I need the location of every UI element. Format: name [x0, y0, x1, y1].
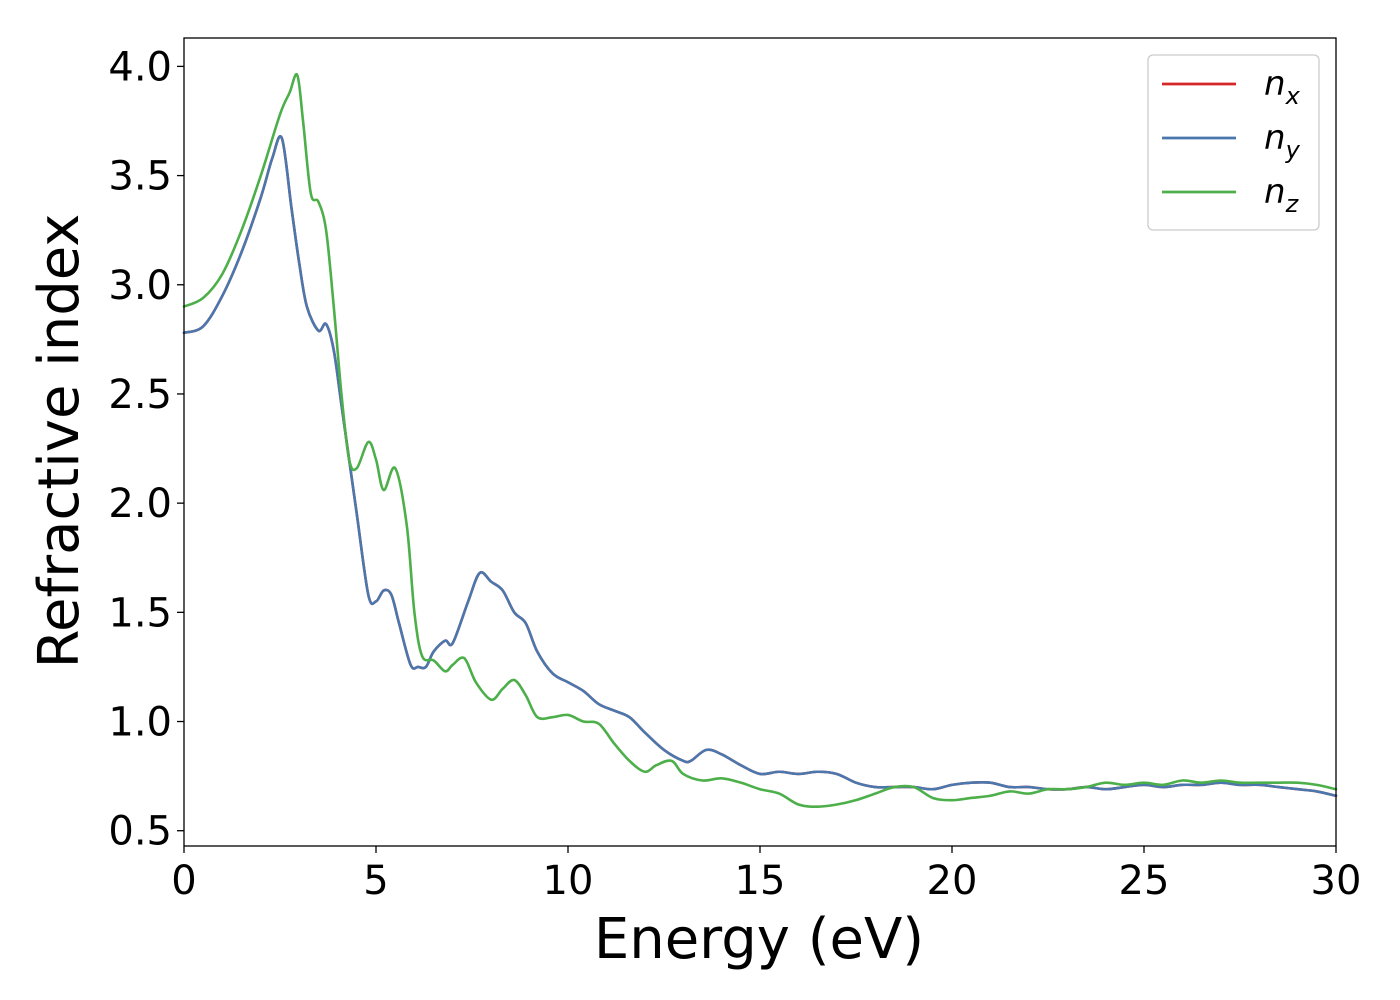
y-tick-label: 1.0 — [108, 700, 172, 746]
y-axis-title: Refractive index — [27, 214, 92, 669]
y-axis: 0.5 1.0 1.5 2.0 2.5 3.0 3.5 4.0 — [108, 44, 184, 855]
x-tick-label: 20 — [927, 858, 978, 904]
plot-area — [182, 37, 1338, 847]
y-tick-label: 3.5 — [108, 154, 172, 200]
x-tick-label: 30 — [1311, 858, 1362, 904]
x-tick-label: 25 — [1119, 858, 1170, 904]
y-tick-label: 2.0 — [108, 481, 172, 527]
x-tick-label: 0 — [171, 858, 196, 904]
y-tick-label: 0.5 — [108, 809, 172, 855]
legend-label-ny: ny — [1264, 118, 1301, 164]
legend-label-nx: nx — [1264, 64, 1301, 110]
legend-box — [1147, 54, 1320, 231]
series-line-nz — [182, 72, 1338, 808]
x-tick-label: 15 — [735, 858, 786, 904]
x-tick-label: 5 — [363, 858, 388, 904]
y-tick-label: 2.5 — [108, 372, 172, 418]
legend: nx ny nz — [1147, 54, 1320, 231]
y-tick-label: 1.5 — [108, 590, 172, 636]
legend-label-nz: nz — [1264, 172, 1300, 218]
series-layer — [182, 72, 1338, 808]
x-tick-label: 10 — [543, 858, 594, 904]
x-axis: 0 5 10 15 20 25 30 — [171, 846, 1361, 904]
y-tick-label: 4.0 — [108, 44, 172, 90]
y-tick-label: 3.0 — [108, 263, 172, 309]
x-axis-title: Energy (eV) — [594, 907, 924, 972]
